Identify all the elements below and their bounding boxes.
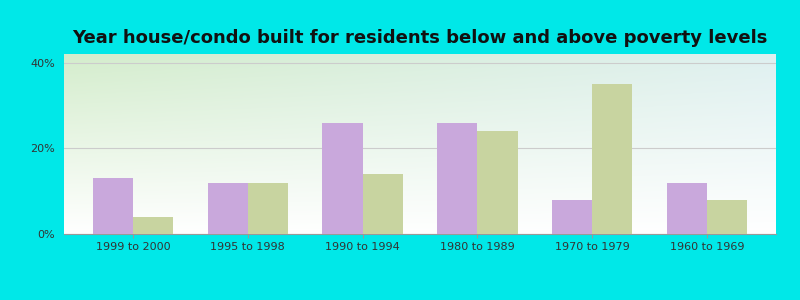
Bar: [592, 84, 633, 234]
Bar: [362, 174, 402, 234]
Bar: [133, 217, 173, 234]
Bar: [707, 200, 747, 234]
Bar: [667, 183, 707, 234]
Bar: [438, 123, 478, 234]
Bar: [552, 200, 592, 234]
Title: Year house/condo built for residents below and above poverty levels: Year house/condo built for residents bel…: [72, 29, 768, 47]
Bar: [248, 183, 288, 234]
Bar: [93, 178, 133, 234]
Bar: [207, 183, 248, 234]
Bar: [478, 131, 518, 234]
Bar: [322, 123, 362, 234]
